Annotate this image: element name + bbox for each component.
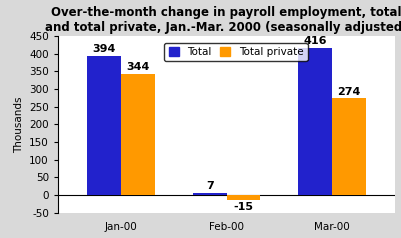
Title: Over-the-month change in payroll employment, total
and total private, Jan.-Mar. : Over-the-month change in payroll employm… <box>45 5 401 34</box>
Bar <box>87 56 121 195</box>
Text: 274: 274 <box>337 86 361 97</box>
Bar <box>227 195 260 200</box>
Bar <box>332 98 366 195</box>
Text: 416: 416 <box>304 36 327 46</box>
Y-axis label: Thousands: Thousands <box>14 96 24 153</box>
Bar <box>193 193 227 195</box>
Bar <box>121 74 155 195</box>
Legend: Total, Total private: Total, Total private <box>164 43 308 61</box>
Text: 7: 7 <box>206 181 214 191</box>
Text: 344: 344 <box>126 62 150 72</box>
Text: 394: 394 <box>93 44 116 54</box>
Text: -15: -15 <box>233 202 253 212</box>
Bar <box>298 48 332 195</box>
